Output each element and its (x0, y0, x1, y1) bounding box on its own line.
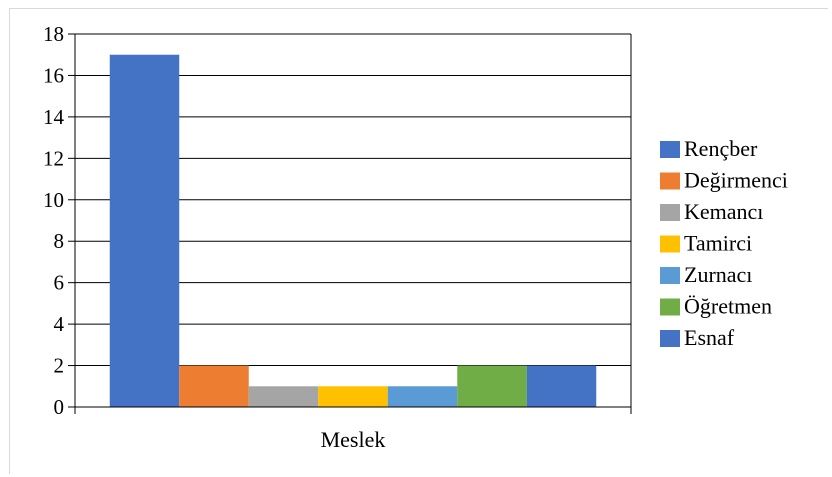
y-tick-label: 8 (54, 229, 65, 253)
legend-label: Öğretmen (684, 294, 772, 319)
legend-label: Kemancı (684, 199, 763, 224)
legend-swatch (660, 298, 680, 316)
legend-swatch (660, 235, 680, 253)
y-tick-label: 18 (43, 22, 64, 46)
legend-swatch (660, 204, 680, 221)
chart-frame (9, 8, 828, 474)
legend-label: Rençber (684, 136, 758, 161)
y-tick-label: 12 (43, 146, 64, 170)
y-tick-label: 0 (54, 395, 65, 419)
y-axis-tick-labels: 0 2 4 6 8 10 12 14 16 18 (43, 22, 65, 419)
legend-label: Tamirci (684, 231, 752, 256)
legend-label: Zurnacı (684, 262, 752, 287)
legend-swatch (660, 141, 680, 158)
y-tick-label: 4 (54, 312, 65, 336)
gridlines (75, 33, 631, 367)
bar-2 (248, 386, 319, 407)
bar-4 (387, 386, 458, 407)
bar-6 (526, 365, 597, 407)
legend-swatch (660, 267, 680, 284)
bar-3 (318, 386, 388, 407)
bar-0 (109, 54, 180, 407)
x-axis-category-labels: Meslek (321, 427, 386, 452)
bar-5 (457, 365, 527, 407)
y-tick-label: 6 (54, 271, 65, 295)
y-tick-label: 10 (43, 188, 64, 212)
bars (109, 54, 597, 407)
legend-swatch (660, 330, 680, 347)
legend: Rençber Değirmenci Kemancı Tamirci Zurnacı Öğ… (660, 136, 788, 350)
axes (68, 33, 632, 414)
y-tick-label: 2 (54, 354, 65, 378)
y-tick-label: 16 (43, 63, 64, 87)
legend-swatch (660, 172, 680, 190)
legend-label: Esnaf (684, 325, 735, 350)
bar-1 (179, 365, 249, 407)
y-tick-label: 14 (43, 105, 65, 129)
x-category-label: Meslek (321, 427, 386, 452)
legend-label: Değirmenci (684, 168, 788, 193)
